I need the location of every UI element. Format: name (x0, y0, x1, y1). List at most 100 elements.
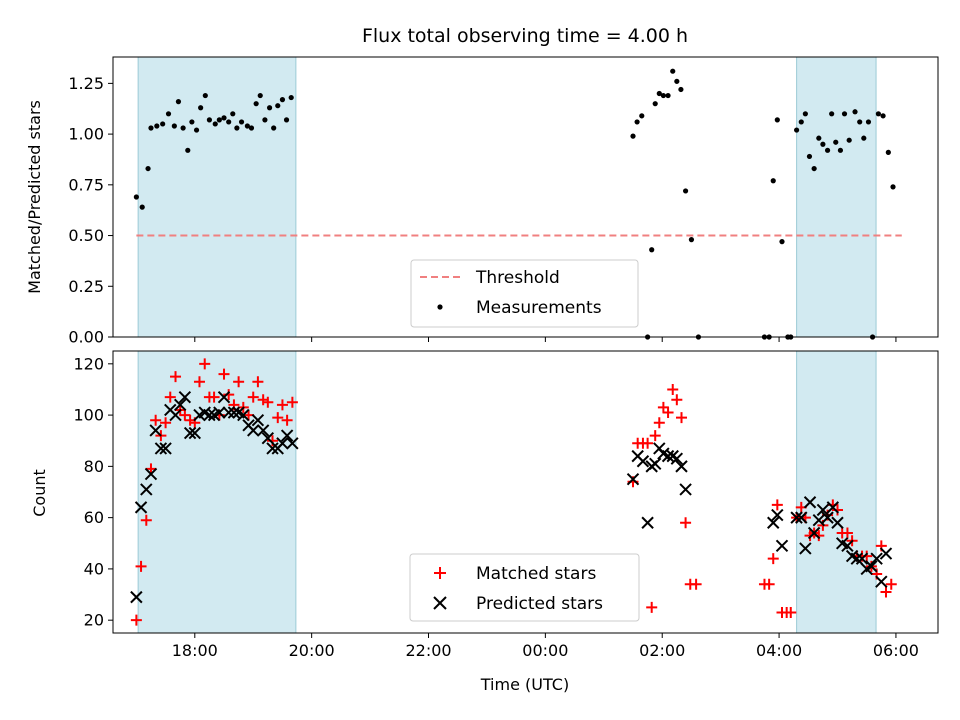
measurement-point (861, 135, 867, 141)
measurement-point (165, 111, 172, 117)
measurement-point (639, 113, 645, 119)
predicted-star-point (841, 539, 854, 553)
predicted-star-point (875, 575, 888, 588)
predicted-star-point (649, 457, 662, 471)
bottom-shaded-interval (796, 350, 877, 634)
matched-star-point (646, 601, 658, 613)
predicted-star-point (636, 455, 650, 468)
measurement-point (865, 119, 872, 125)
measurement-point (802, 111, 808, 117)
bottom-y-axis: 20 40 60 80 100 120 (73, 354, 113, 630)
measurement-point (820, 141, 826, 147)
measurement-point (833, 139, 839, 145)
x-tick-label: 04:00 (756, 641, 802, 660)
matched-star-point (179, 409, 191, 421)
predicted-star-point (670, 452, 684, 465)
measurement-point (185, 147, 191, 153)
measurement-point (248, 125, 255, 131)
matched-star-point (218, 368, 230, 380)
measurement-point (837, 147, 844, 153)
matched-star-point (671, 394, 683, 406)
measurement-point (221, 115, 227, 121)
top-y-axis-label: Matched/Predicted stars (25, 100, 44, 294)
measurement-point (880, 113, 886, 119)
bottom-plot-frame (112, 350, 939, 634)
matched-star-point (199, 358, 211, 370)
predicted-star-point (850, 552, 863, 565)
x-tick-label: 22:00 (405, 641, 451, 660)
measurement-point (230, 111, 236, 117)
measurement-point (794, 127, 800, 133)
top-shaded-interval (137, 56, 297, 338)
matched-star-point (785, 606, 797, 618)
top-y-tick-label: 1.00 (68, 125, 104, 144)
measurement-point (154, 123, 160, 129)
predicted-star-point (130, 590, 143, 604)
measurement-point (193, 127, 200, 133)
matched-star-point (262, 396, 274, 408)
measurement-point (275, 103, 281, 109)
predicted-star-point (870, 552, 883, 565)
predicted-star-point (188, 426, 202, 440)
predicted-star-point (154, 442, 168, 455)
x-tick-label: 18:00 (172, 641, 218, 660)
matched-star-point (642, 437, 654, 449)
predicted-star-point (767, 516, 780, 529)
measurement-point (133, 194, 139, 200)
predicted-star-point (280, 429, 294, 442)
predicted-star-point (803, 496, 817, 509)
predicted-star-point (821, 511, 834, 524)
measurement-point (253, 101, 259, 107)
legend-predicted-label: Predicted stars (476, 594, 603, 614)
ratio-panel: 0.00 0.25 0.50 0.75 1.00 1.25 Matched/Predict… (25, 56, 939, 347)
predicted-star-point (812, 513, 826, 527)
matched-star-point (813, 530, 825, 542)
measurement-point (257, 92, 263, 99)
predicted-star-point (276, 437, 289, 450)
matched-star-point (140, 514, 152, 526)
predicted-star-point (178, 390, 192, 404)
bottom-legend: Matched stars Predicted stars (409, 553, 640, 622)
matched-star-point (832, 504, 844, 516)
matched-star-point (145, 463, 157, 475)
measurement-point (824, 147, 831, 153)
legend-predicted-swatch (433, 596, 447, 610)
measurement-point (816, 135, 822, 141)
measurement-point (139, 204, 145, 210)
measurement-point (846, 137, 852, 143)
matched-star-point (135, 560, 147, 572)
bottom-shaded-interval (137, 350, 297, 634)
measurement-point (678, 86, 684, 93)
measurement-point (660, 92, 666, 99)
predicted-star-point (266, 442, 279, 455)
measurement-point (649, 247, 655, 253)
measurement-point (770, 178, 776, 184)
matched-star-point (649, 430, 661, 442)
matched-star-point (690, 578, 702, 590)
matched-star-point (676, 412, 688, 424)
measurement-point (175, 99, 182, 105)
matched-star-point (252, 376, 264, 388)
measurement-point (180, 125, 186, 131)
matched-star-point (880, 586, 892, 598)
predicted-star-point (795, 511, 808, 524)
predicted-star-point (183, 426, 197, 440)
predicted-star-point (149, 424, 162, 437)
legend-matched-label: Matched stars (476, 564, 596, 584)
matched-star-point (170, 371, 182, 383)
top-shaded-interval (796, 56, 877, 338)
predicted-star-point (144, 467, 158, 481)
bottom-y-axis-label: Count (30, 469, 49, 517)
measurement-point (160, 121, 166, 127)
measurement-point (829, 111, 835, 117)
measurement-point (630, 133, 636, 139)
measurement-point (875, 111, 882, 117)
bottom-y-tick-label: 100 (73, 406, 104, 425)
matched-star-point (272, 412, 284, 424)
top-y-tick-label: 0.50 (68, 226, 104, 245)
matched-star-point (763, 578, 775, 590)
matched-star-point (657, 401, 669, 413)
matched-star-point (680, 517, 692, 529)
top-y-axis: 0.00 0.25 0.50 0.75 1.00 1.25 (68, 74, 113, 347)
